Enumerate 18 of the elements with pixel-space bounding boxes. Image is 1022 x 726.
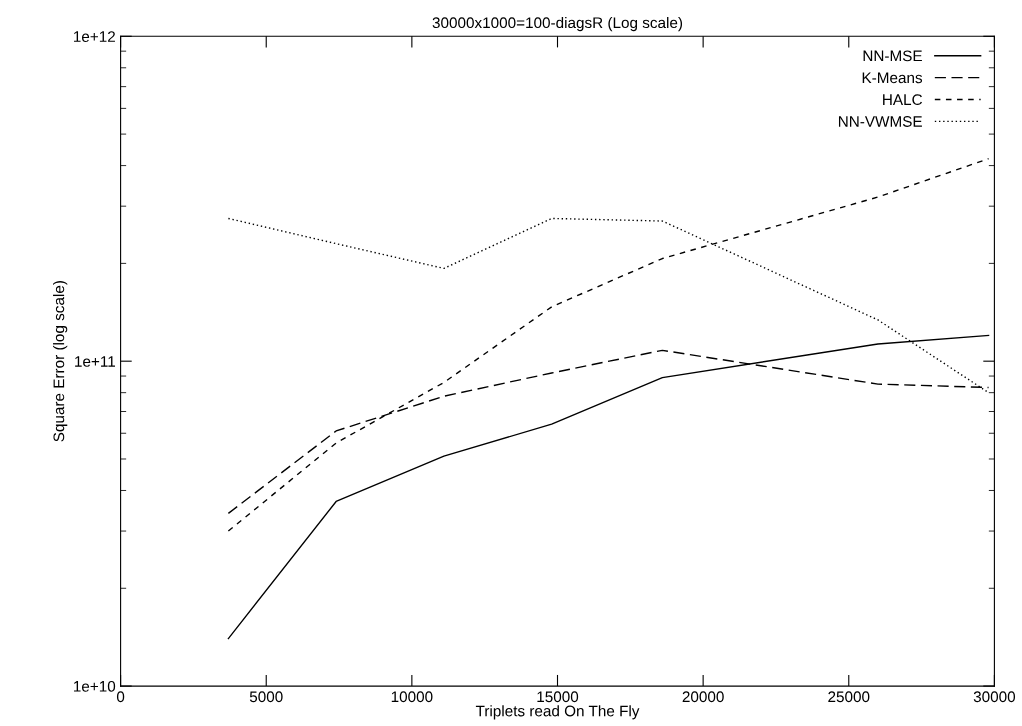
y-tick-label: 1e+11 (75, 356, 115, 367)
legend-label: K-Means (862, 72, 923, 84)
x-tick-label: 15000 (537, 691, 579, 703)
chart-title: 30000x1000=100-diagsR (Log scale) (432, 16, 683, 32)
x-tick-label: 5000 (249, 691, 283, 703)
y-axis-title: Square Error (log scale) (53, 281, 68, 442)
x-tick-label: 30000 (973, 691, 1016, 703)
legend-label: NN-MSE (863, 50, 922, 62)
x-axis-title: Triplets read On The Fly (475, 705, 640, 720)
legend-label: HALC (883, 94, 923, 106)
y-tick-label: 1e+12 (73, 31, 115, 42)
y-tick-label: 1e+10 (73, 680, 116, 692)
x-tick-label: 10000 (391, 691, 433, 703)
legend-label: NN-VWMSE (838, 116, 922, 127)
x-tick-label: 0 (116, 691, 125, 703)
x-tick-label: 20000 (682, 691, 724, 703)
x-tick-label: 25000 (828, 691, 870, 703)
line-series (227, 158, 990, 532)
